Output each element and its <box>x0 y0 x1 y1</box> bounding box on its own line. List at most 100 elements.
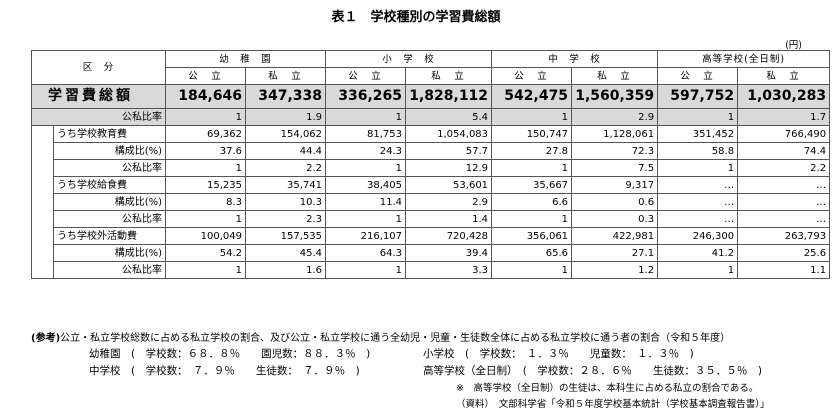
value-cell: 35,741 <box>245 176 327 194</box>
header-sub: 私 立 <box>405 67 493 85</box>
value-cell: 8.3 <box>165 193 247 211</box>
junior-high-ratio: 中学校 ( 学校数： ７．９％ 生徒数： ７．９％ ) <box>89 365 360 377</box>
value-cell: … <box>657 176 739 194</box>
value-cell: 2.9 <box>571 108 659 126</box>
reference-text: 公立・私立学校総数に占める私立学校の割合、及び公立・私立学校に通う全幼児・児童・… <box>60 333 731 344</box>
row-label: うち学校外活動費 <box>52 227 167 245</box>
table-row-extra-ratio: 公私比率 1 1.6 1 3.3 1 1.2 1 1.1 <box>31 261 831 279</box>
value-cell: 24.3 <box>325 142 407 160</box>
value-cell: 356,061 <box>491 227 573 245</box>
value-cell: 64.3 <box>325 244 407 262</box>
value-cell: 1 <box>491 159 573 177</box>
value-cell: 38,405 <box>325 176 407 194</box>
value-cell: 0.6 <box>571 193 659 211</box>
value-cell: 1,128,061 <box>571 125 659 143</box>
row-label: うち学校教育費 <box>52 125 167 143</box>
value-cell: 1 <box>165 159 247 177</box>
table-row-extra: うち学校外活動費 100,049 157,535 216,107 720,428 356… <box>31 227 831 245</box>
row-label: 公私比率 <box>52 159 167 177</box>
value-cell: 1 <box>165 108 247 126</box>
value-cell: 1.7 <box>737 108 831 126</box>
header-group: 高等学校(全日制) <box>657 50 831 68</box>
value-cell: 1 <box>165 261 247 279</box>
value-cell: 2.3 <box>245 210 327 228</box>
value-cell: 263,793 <box>737 227 831 245</box>
row-label: 公私比率 <box>52 261 167 279</box>
table-row-lunch: うち学校給食費 15,235 35,741 38,405 53,601 35,667 9,… <box>31 176 831 194</box>
row-label: 公私比率 <box>52 210 167 228</box>
header-sub: 公 立 <box>491 67 573 85</box>
value-cell: … <box>737 176 831 194</box>
table-row-extra-comp: 構成比(%) 54.2 45.4 64.3 39.4 65.6 27.1 41.2 25.6 <box>31 244 831 262</box>
value-cell: 1,054,083 <box>405 125 493 143</box>
value-cell: 72.3 <box>571 142 659 160</box>
value-cell: 69,362 <box>165 125 247 143</box>
value-cell: 81,753 <box>325 125 407 143</box>
header-sub: 公 立 <box>165 67 247 85</box>
value-cell: 347,338 <box>245 84 327 109</box>
value-cell: 1 <box>491 261 573 279</box>
value-cell: 154,062 <box>245 125 327 143</box>
value-cell: 5.4 <box>405 108 493 126</box>
source-note: （資料） 文部科学省「令和５年度学校基本統計（学校基本調査報告書）」 <box>456 399 770 410</box>
indent-cell <box>31 261 54 279</box>
value-cell: … <box>737 210 831 228</box>
value-cell: 54.2 <box>165 244 247 262</box>
value-cell: 1.2 <box>571 261 659 279</box>
value-cell: 1 <box>325 159 407 177</box>
value-cell: 15,235 <box>165 176 247 194</box>
value-cell: 7.5 <box>571 159 659 177</box>
header-sub: 私 立 <box>571 67 659 85</box>
table-row-lunch-ratio: 公私比率 1 2.3 1 1.4 1 0.3…… <box>31 210 831 228</box>
header-group: 小 学 校 <box>325 50 493 68</box>
value-cell: 9,317 <box>571 176 659 194</box>
table-row-total-ratio: 公私比率 1 1.9 1 5.4 1 2.9 1 1.7 <box>30 108 831 126</box>
row-label: うち学校給食費 <box>52 176 167 194</box>
value-cell: 11.4 <box>325 193 407 211</box>
indent-cell <box>31 125 54 143</box>
elementary-ratio: 小学校 ( 学校数： １．３％ 児童数： １．３％ ) <box>423 348 694 360</box>
value-cell: 1,828,112 <box>405 84 493 109</box>
indent-cell <box>31 227 54 245</box>
value-cell: 44.4 <box>245 142 327 160</box>
high-school-ratio: 高等学校（全日制） ( 学校数：２８．６％ 生徒数：３５．５％ ) <box>423 365 762 377</box>
value-cell: 39.4 <box>405 244 493 262</box>
value-cell: 1 <box>325 261 407 279</box>
value-cell: 6.6 <box>491 193 573 211</box>
header-sub: 私 立 <box>245 67 327 85</box>
value-cell: 1 <box>325 210 407 228</box>
value-cell: 2.2 <box>737 159 831 177</box>
row-label: 構成比(%) <box>52 244 167 262</box>
indent-cell <box>31 244 54 262</box>
value-cell: 0.3 <box>571 210 659 228</box>
value-cell: … <box>657 210 739 228</box>
value-cell: 1.6 <box>245 261 327 279</box>
value-cell: 1 <box>657 261 739 279</box>
value-cell: 2.2 <box>245 159 327 177</box>
value-cell: 766,490 <box>737 125 831 143</box>
indent-cell <box>31 176 54 194</box>
expense-table: 区 分 幼 稚 園 小 学 校 中 学 校 高等学校(全日制) 公 立 私 立 … <box>30 50 831 279</box>
reference-note: (参考)公立・私立学校総数に占める私立学校の割合、及び公立・私立学校に通う全幼児… <box>31 329 730 344</box>
value-cell: 100,049 <box>165 227 247 245</box>
value-cell: 57.7 <box>405 142 493 160</box>
value-cell: 246,300 <box>657 227 739 245</box>
value-cell: 216,107 <box>325 227 407 245</box>
value-cell: 58.8 <box>657 142 739 160</box>
value-cell: … <box>737 193 831 211</box>
value-cell: 1,560,359 <box>571 84 659 109</box>
value-cell: 27.1 <box>571 244 659 262</box>
table-row-total: 学習費総額 184,646 347,338 336,265 1,828,112 542,… <box>30 84 831 109</box>
header-row-sub: 公 立 私 立 公 立 私 立 公 立 私 立 公 立 私 立 <box>32 67 831 85</box>
value-cell: 53,601 <box>405 176 493 194</box>
value-cell: 12.9 <box>405 159 493 177</box>
table-row-edu-comp: 構成比(%) 37.6 44.4 24.3 57.7 27.8 72.3 58.8 74.4 <box>31 142 831 160</box>
footnote: ※ 高等学校（全日制）の生徒は、本科生に占める私立の割合である。 <box>456 383 759 394</box>
value-cell: 1 <box>657 159 739 177</box>
row-label: 学習費総額 <box>30 84 167 109</box>
value-cell: 74.4 <box>737 142 831 160</box>
value-cell: 10.3 <box>245 193 327 211</box>
header-group: 幼 稚 園 <box>165 50 327 68</box>
value-cell: 2.9 <box>405 193 493 211</box>
table-title: 表１ 学校種別の学習費総額 <box>331 10 501 25</box>
